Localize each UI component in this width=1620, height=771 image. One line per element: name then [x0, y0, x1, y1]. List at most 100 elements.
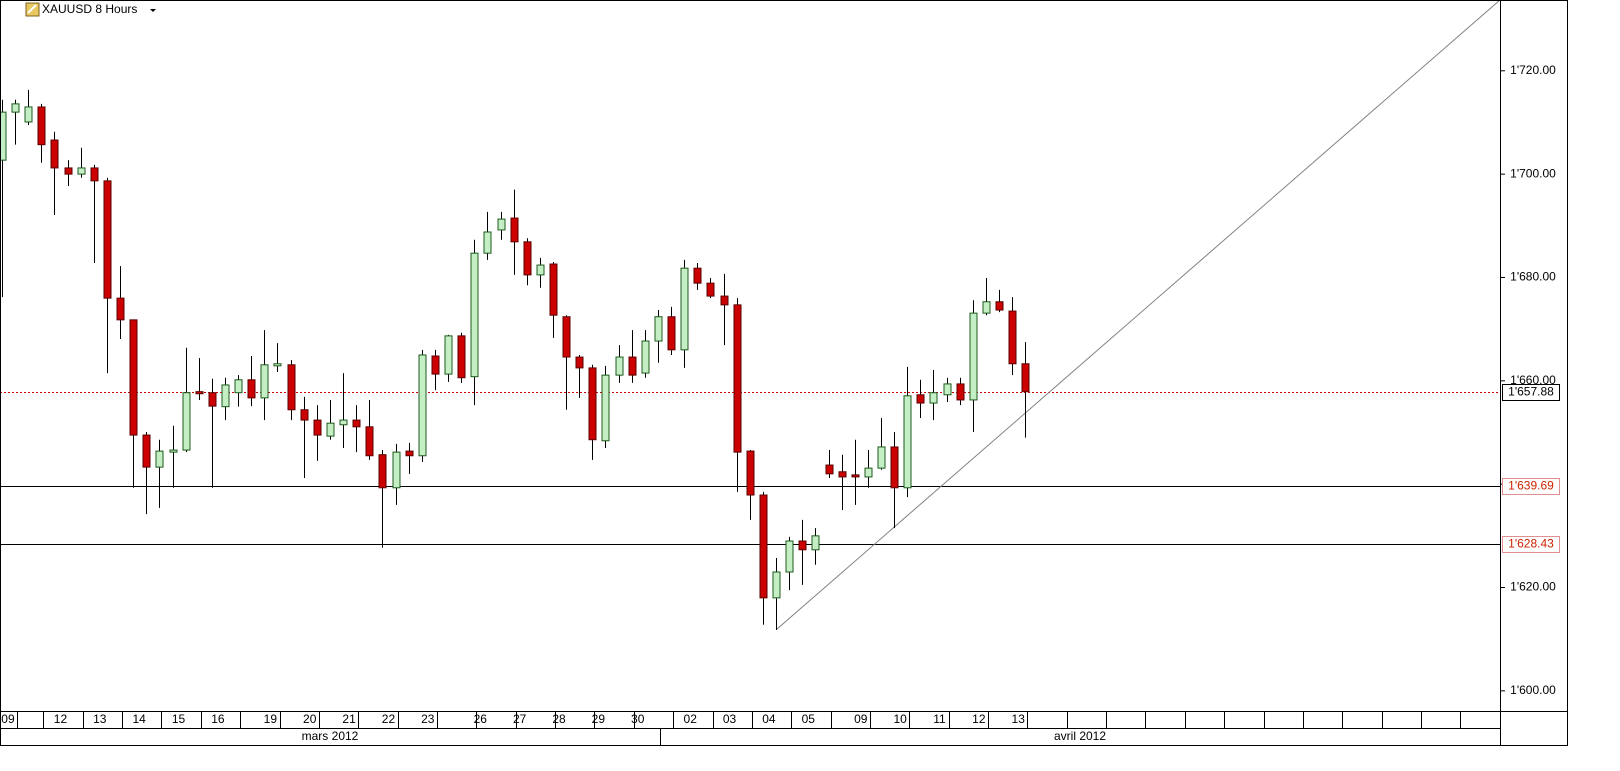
candle-body — [720, 295, 729, 306]
candle-body — [169, 449, 178, 453]
candle-body — [864, 467, 873, 478]
x-tick-label: 19 — [264, 712, 278, 726]
price-label-box — [1502, 478, 1560, 495]
candle-body — [221, 384, 230, 408]
candle-body — [811, 535, 820, 551]
price-label-box — [1502, 536, 1560, 553]
candle-body — [326, 422, 335, 437]
x-tick-label: 28 — [552, 712, 566, 726]
price-label: 1'628.43 — [1508, 537, 1554, 551]
candle-body — [300, 409, 309, 421]
candle-body — [995, 301, 1004, 311]
candle-body — [77, 167, 86, 175]
candle-body — [536, 264, 545, 276]
candle-body — [37, 106, 46, 146]
last-price-box — [1502, 384, 1560, 401]
candle-body — [273, 363, 282, 367]
candle-body — [523, 241, 532, 276]
month-label: mars 2012 — [302, 729, 359, 743]
candle-body — [733, 304, 742, 453]
candle-body — [601, 374, 610, 442]
x-tick-label: 21 — [342, 712, 356, 726]
x-tick-label: 13 — [1012, 712, 1026, 726]
header[interactable]: XAUUSD 8 Hours — [25, 2, 156, 17]
candle-body — [24, 106, 33, 123]
candle-body — [50, 139, 59, 169]
frame — [0, 0, 1568, 746]
y-tick-label: 1'700.00 — [1510, 166, 1556, 180]
candle-body — [654, 316, 663, 342]
candle-body — [641, 340, 650, 374]
x-tick-label: 10 — [893, 712, 907, 726]
candle-body — [287, 364, 296, 411]
candle-body — [352, 419, 361, 428]
candle-body — [562, 316, 571, 358]
candle-body — [182, 392, 191, 451]
candle-body — [969, 312, 978, 401]
candle-body — [392, 451, 401, 489]
candle-body — [667, 316, 676, 351]
candle-body — [929, 392, 938, 404]
x-tick-label: 26 — [474, 712, 488, 726]
dropdown-arrow[interactable] — [150, 9, 156, 12]
candle-body — [313, 419, 322, 436]
x-tick-label: 22 — [382, 712, 396, 726]
y-tick-label: 1'680.00 — [1510, 270, 1556, 284]
x-tick-label: 27 — [513, 712, 527, 726]
candle-body — [365, 426, 374, 457]
candle-body — [916, 394, 925, 404]
x-tick-label: 12 — [972, 712, 986, 726]
plot-area — [0, 0, 1501, 631]
candle-body — [706, 282, 715, 297]
x-tick-label: 13 — [93, 712, 107, 726]
x-tick-label: 09 — [1, 712, 15, 726]
candle-body — [247, 379, 256, 399]
candle-body — [943, 383, 952, 396]
month-label: avril 2012 — [1054, 729, 1106, 743]
candle-body — [234, 379, 243, 394]
candle-body — [746, 450, 755, 496]
x-tick-label: 03 — [723, 712, 737, 726]
candle-body — [628, 356, 637, 376]
candle-body — [575, 356, 584, 369]
chart-title[interactable]: XAUUSD 8 Hours — [42, 2, 137, 16]
x-tick-label: 12 — [54, 712, 68, 726]
candle-body — [785, 540, 794, 573]
candle-body — [405, 450, 414, 457]
candle-body — [418, 354, 427, 457]
candle-body — [982, 301, 991, 314]
candle-body — [680, 267, 689, 351]
candle-body — [11, 103, 20, 113]
candle-body — [378, 454, 387, 489]
x-tick-label: 15 — [172, 712, 186, 726]
candle-body — [208, 392, 217, 407]
candle-body — [1008, 310, 1017, 365]
x-tick-label: 02 — [684, 712, 698, 726]
y-tick-label: 1'720.00 — [1510, 63, 1556, 77]
candle-body — [155, 450, 164, 468]
candle-body — [142, 434, 151, 468]
x-tick-label: 29 — [592, 712, 606, 726]
candle-body — [798, 540, 807, 551]
candle-body — [339, 419, 348, 426]
candle-body — [90, 167, 99, 182]
axes: 1'600.001'620.001'640.001'660.001'680.00… — [0, 0, 1568, 746]
candle-body — [759, 494, 768, 599]
price-label: 1'639.69 — [1508, 479, 1554, 493]
candle-body — [877, 446, 886, 469]
x-tick-label: 30 — [631, 712, 645, 726]
candle-body — [64, 167, 73, 175]
candle-body — [483, 231, 492, 254]
candle-body — [693, 267, 702, 284]
candle-body — [956, 383, 965, 401]
candle-body — [0, 111, 7, 161]
y-tick-label: 1'660.00 — [1510, 373, 1556, 387]
candle-body — [890, 446, 899, 489]
symbol-icon-detail — [27, 4, 37, 14]
x-tick-label: 09 — [854, 712, 868, 726]
x-tick-label: 05 — [802, 712, 816, 726]
candle-body — [615, 356, 624, 376]
x-tick-label: 16 — [211, 712, 225, 726]
